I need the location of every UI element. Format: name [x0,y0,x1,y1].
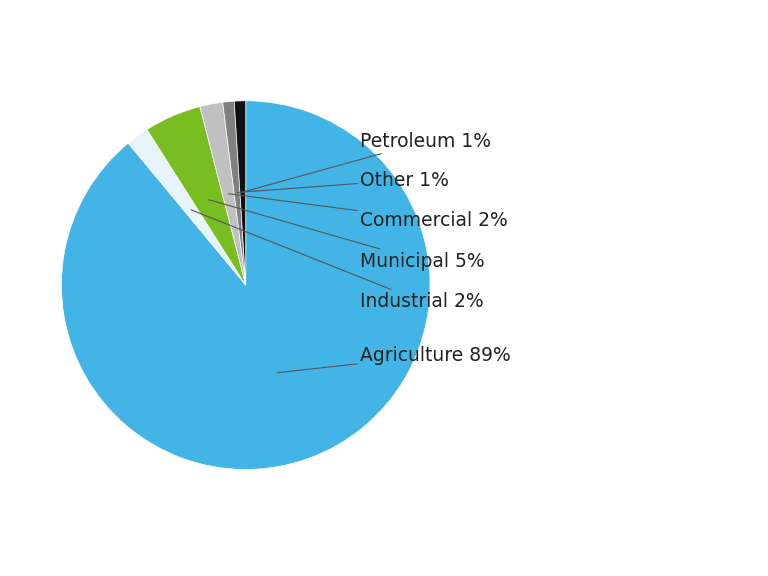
Wedge shape [234,101,246,285]
Text: Commercial 2%: Commercial 2% [228,194,508,230]
Wedge shape [147,107,246,285]
Text: Petroleum 1%: Petroleum 1% [243,132,491,192]
Text: Agriculture 89%: Agriculture 89% [277,346,511,373]
Text: Other 1%: Other 1% [237,170,449,192]
Wedge shape [223,101,246,285]
Wedge shape [200,103,246,285]
Text: Industrial 2%: Industrial 2% [191,210,484,311]
Wedge shape [128,130,246,285]
Text: Municipal 5%: Municipal 5% [209,200,485,271]
Wedge shape [61,101,430,469]
